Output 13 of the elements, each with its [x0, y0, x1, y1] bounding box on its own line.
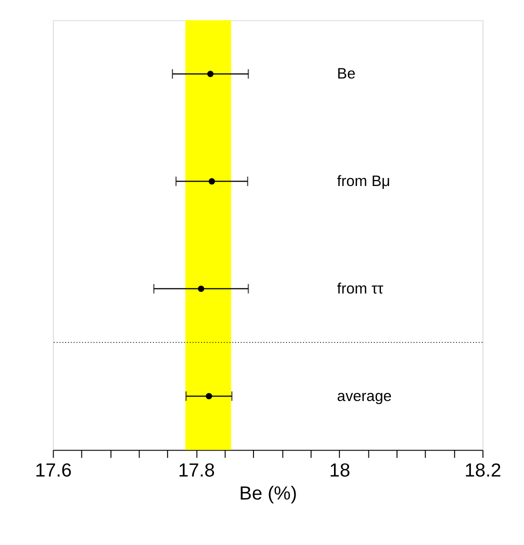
point — [208, 178, 215, 184]
x-tick-label: 18 — [329, 460, 350, 482]
point — [198, 286, 204, 292]
x-tick-label: 17.8 — [178, 460, 215, 482]
x-tick-label: 18.2 — [464, 460, 502, 482]
point — [206, 392, 212, 400]
y-tick-label: from ττ — [337, 280, 384, 298]
point — [207, 70, 214, 78]
y-tick-label: from Bμ — [337, 173, 390, 190]
y-tick-label: average — [337, 388, 392, 405]
x-tick-label: 17.6 — [34, 460, 72, 482]
y-tick-label: Be — [337, 66, 356, 83]
x-axis-title: Be (%) — [239, 483, 297, 504]
